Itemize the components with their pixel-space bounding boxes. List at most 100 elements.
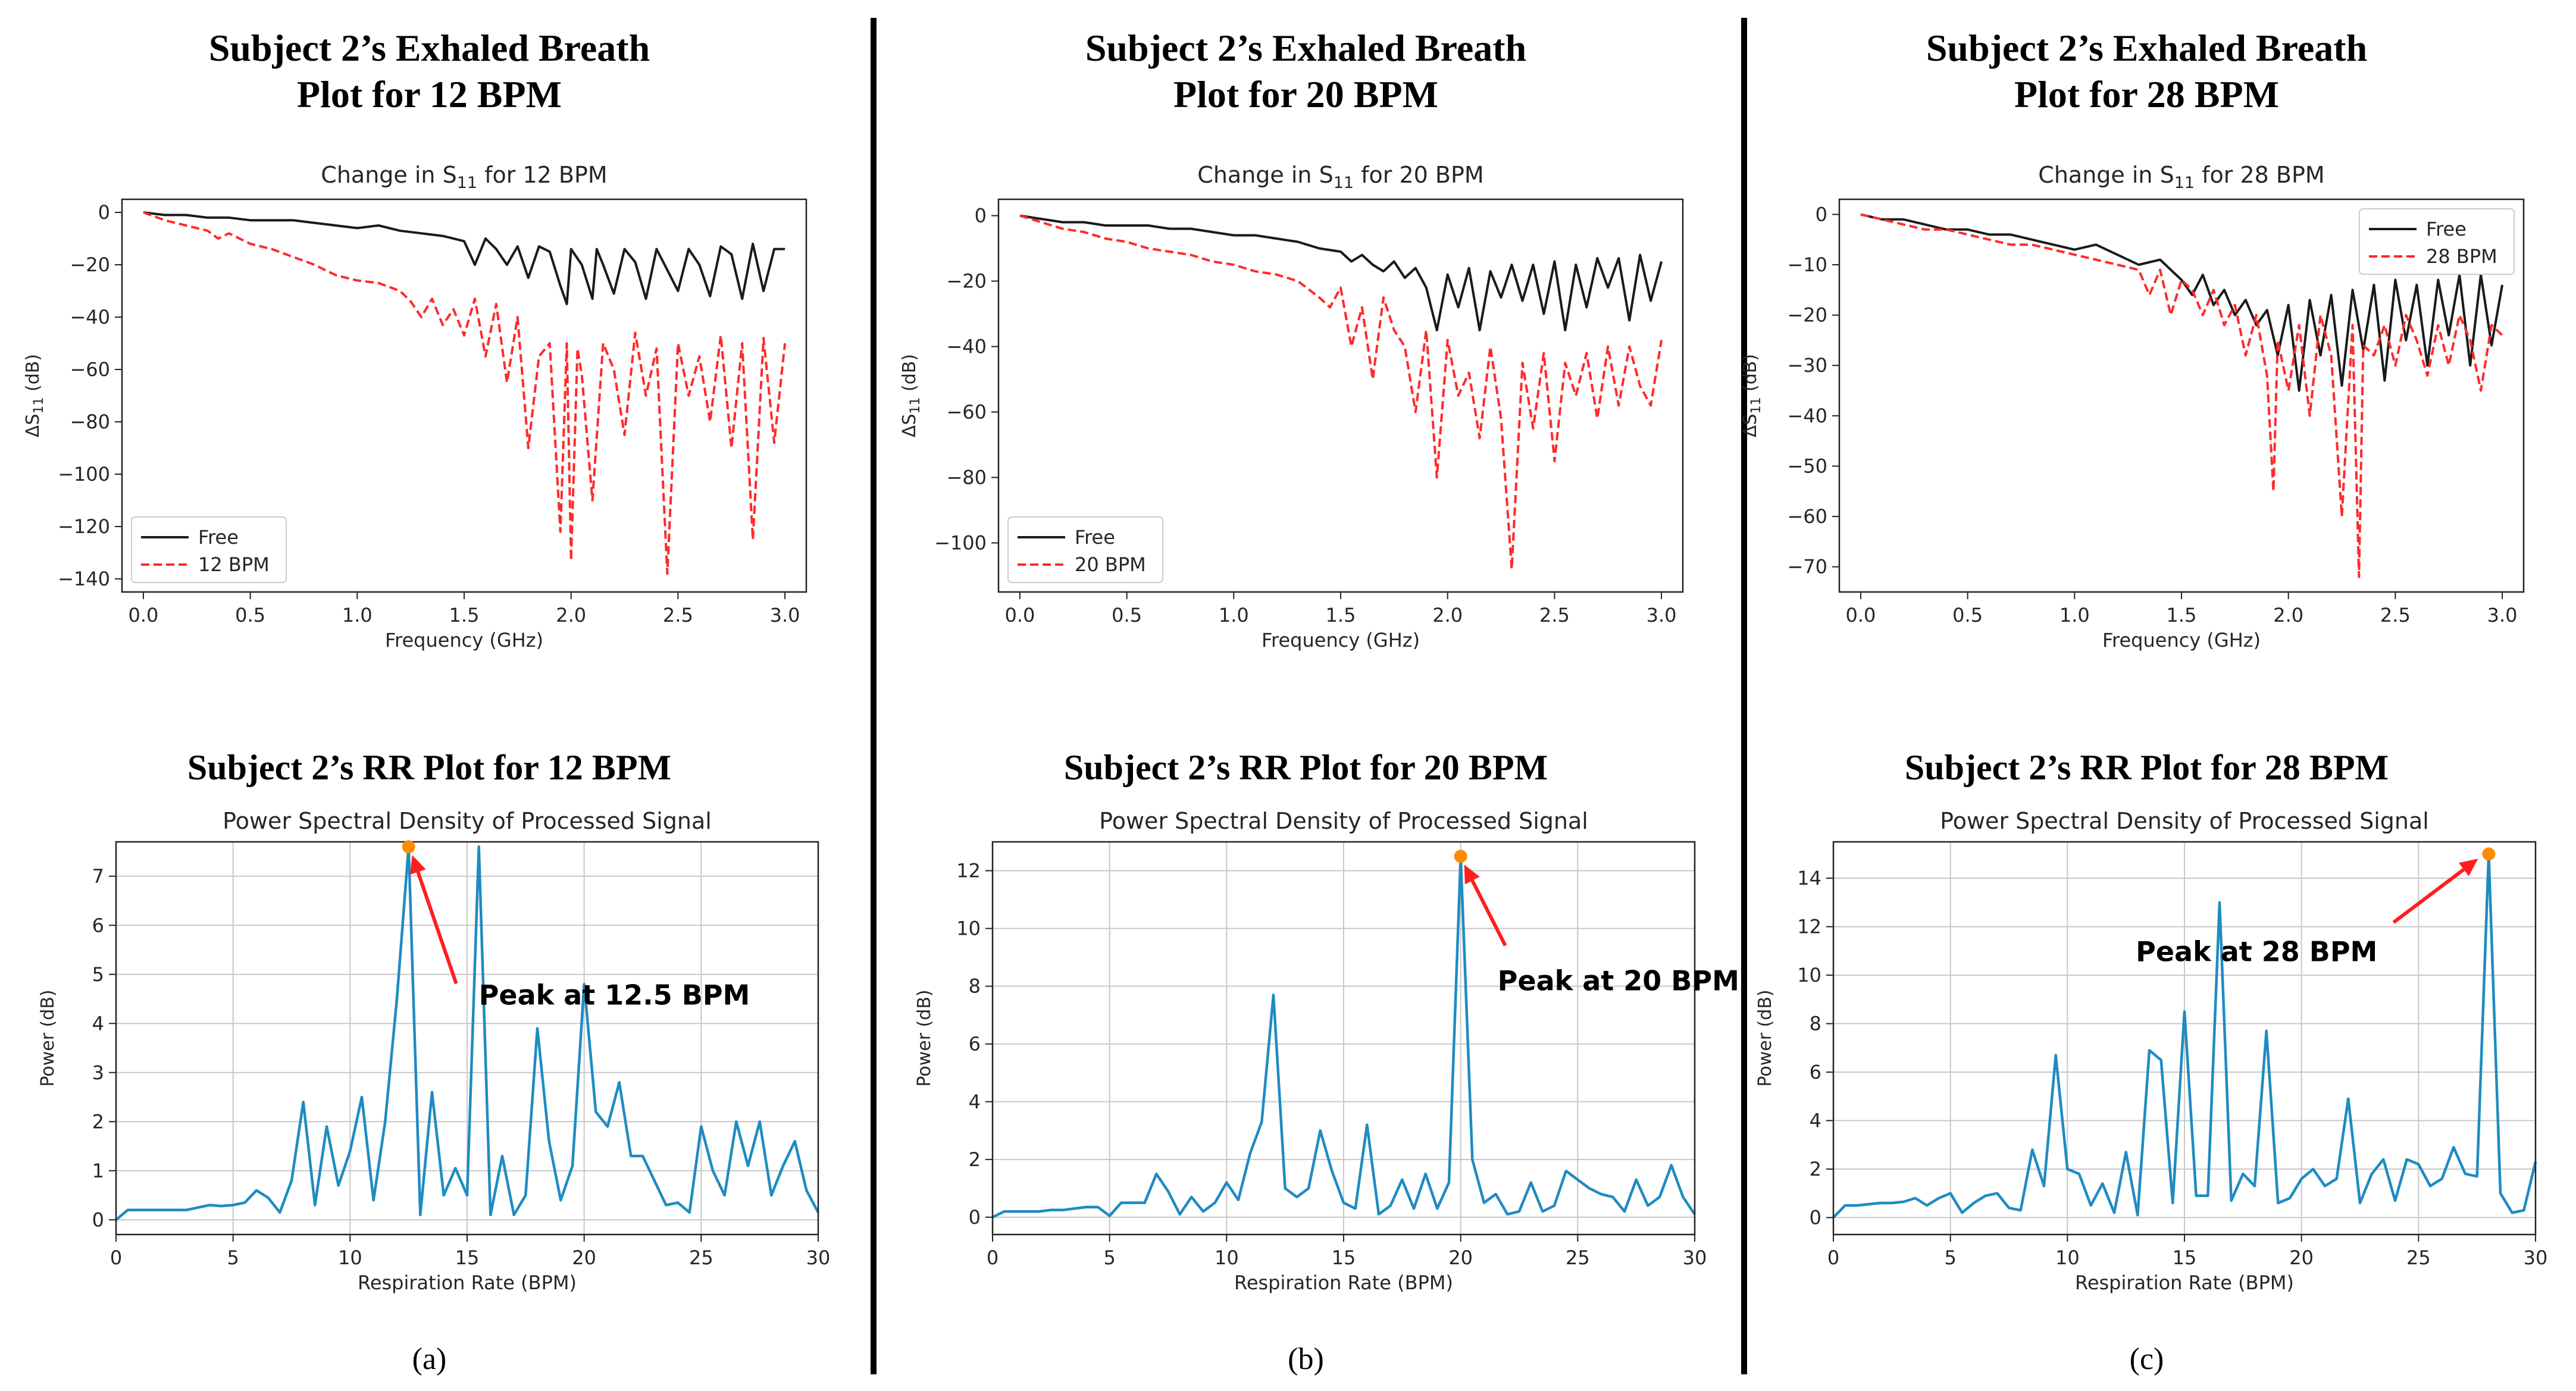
- psd_12-title: Power Spectral Density of Processed Sign…: [223, 808, 712, 834]
- psd_28-peak-label: Peak at 28 BPM: [2136, 935, 2377, 967]
- s11_12-xtick-label: 2.0: [556, 604, 586, 626]
- psd_20-xtick-label: 25: [1566, 1246, 1590, 1269]
- psd_12-ytick-label: 6: [92, 914, 104, 936]
- s11_20-ylabel-sub: 11: [908, 397, 923, 414]
- psd_28-xtick-label: 15: [2173, 1246, 2197, 1269]
- psd_20-xtick-label: 20: [1448, 1246, 1473, 1269]
- psd_20-ytick-label: 4: [969, 1091, 981, 1113]
- psd-plot-20bpm: 0 5 10 15 20 25 30 0 2 4 6 8 10 12 Power Spectral Dens…: [914, 808, 1739, 1294]
- s11_20-xtick-label: 1.5: [1326, 604, 1356, 626]
- s11_20-legend-label: Free: [1075, 526, 1115, 549]
- s11_20-ylabel-prefix: ΔS: [899, 414, 920, 438]
- s11_20-ytick-label: −100: [934, 532, 987, 554]
- psd_12-xtick-label: 5: [227, 1246, 239, 1269]
- s11_20-xlabel: Frequency (GHz): [1262, 629, 1420, 651]
- psd_12-peak-label: Peak at 12.5 BPM: [479, 979, 750, 1011]
- s11_12-title-prefix: Change in S: [321, 162, 456, 188]
- s11_12-ytick-label: −60: [70, 358, 110, 381]
- s11_28-ytick-label: −20: [1787, 304, 1827, 327]
- s11_12-ytick-label: −100: [58, 463, 110, 485]
- s11_12-ytick-label: −80: [70, 411, 110, 433]
- psd_12-ytick-label: 5: [92, 963, 104, 986]
- psd_20-series-psd: [992, 855, 1696, 1218]
- s11_20-title-suffix: for 20 BPM: [1354, 162, 1484, 188]
- psd_28-ytick-label: 8: [1810, 1013, 1821, 1035]
- s11_28-ytick-label: −10: [1787, 253, 1827, 276]
- s11_20-series-free: [1019, 214, 1663, 331]
- exhaled-title-line2-b: Plot for 20 BPM: [1173, 73, 1438, 115]
- s11_12-ylabel-prefix: ΔS: [23, 414, 43, 438]
- psd_12-series-psd: [115, 845, 819, 1221]
- psd_12-ytick-label: 3: [92, 1061, 104, 1084]
- psd_28-peak-arrow-head: [2458, 859, 2478, 876]
- psd_20-peak-label: Peak at 20 BPM: [1498, 964, 1739, 997]
- psd_28-xtick-label: 25: [2406, 1246, 2431, 1269]
- s11_28-series-28-bpm: [1860, 213, 2503, 578]
- s11_12-ytick-label: −40: [70, 306, 110, 328]
- s11_28-ytick-label: −60: [1787, 505, 1827, 528]
- psd_20-xlabel: Respiration Rate (BPM): [1234, 1271, 1453, 1294]
- psd_28-ytick-label: 0: [1810, 1206, 1821, 1229]
- s11_28-title: Change in S11 for 28 BPM: [2038, 162, 2324, 192]
- s11-plot-20bpm: 0.0 0.5 1.0 1.5 2.0 2.5 3.0 0 −20 −40 −60 −80 −100 Ch…: [899, 162, 1684, 651]
- s11_12-xtick-label: 0.0: [128, 604, 158, 626]
- s11_12-ytick-label: −120: [58, 515, 110, 538]
- caption-b: (b): [1288, 1342, 1324, 1376]
- panel-c: Subject 2’s Exhaled Breath Plot for 28 B…: [1717, 0, 2576, 1391]
- psd_28-xtick-label: 30: [2524, 1246, 2548, 1269]
- rr-title-c: Subject 2’s RR Plot for 28 BPM: [1904, 748, 2389, 787]
- s11_12-legend-label: Free: [198, 526, 239, 549]
- s11_12-series-free: [143, 211, 785, 305]
- s11_28-ylabel-prefix: ΔS: [1740, 414, 1761, 438]
- s11_20-series-20-bpm: [1019, 214, 1663, 571]
- rr-title-b: Subject 2’s RR Plot for 20 BPM: [1063, 748, 1548, 787]
- panel-a: Subject 2’s Exhaled Breath Plot for 12 B…: [0, 0, 859, 1391]
- s11_20-ylabel: ΔS11 (dB): [899, 354, 923, 437]
- s11-plot-12bpm: 0.0 0.5 1.0 1.5 2.0 2.5 3.0 0 −20 −40 −60 −80 −100 −1…: [23, 162, 807, 651]
- exhaled-title-line2-a: Plot for 12 BPM: [297, 73, 562, 115]
- psd_12-ytick-label: 0: [92, 1208, 104, 1231]
- s11_12-xtick-label: 3.0: [770, 604, 800, 626]
- s11_20-xtick-label: 2.0: [1432, 604, 1463, 626]
- s11_12-ylabel-sub: 11: [32, 397, 46, 414]
- s11_28-xtick-label: 1.5: [2167, 604, 2197, 626]
- psd_20-ytick-label: 0: [969, 1206, 981, 1229]
- s11_12-title-sub: 11: [457, 174, 477, 192]
- psd_20-peak-arrow-shaft: [1470, 879, 1507, 947]
- s11_28-series-free: [1860, 213, 2504, 392]
- psd_28-ytick-label: 2: [1810, 1158, 1821, 1180]
- s11_12-xtick-label: 2.5: [663, 604, 693, 626]
- s11_12-xtick-label: 1.5: [449, 604, 480, 626]
- s11_12-xlabel: Frequency (GHz): [385, 629, 543, 651]
- s11_28-ytick-label: −30: [1787, 354, 1827, 377]
- psd_28-ylabel: Power (dB): [1755, 989, 1776, 1086]
- s11_28-xtick-label: 0.0: [1845, 604, 1876, 626]
- s11_20-xtick-label: 2.5: [1539, 604, 1570, 626]
- s11_20-title-sub: 11: [1334, 174, 1354, 192]
- s11_20-xtick-label: 1.0: [1219, 604, 1249, 626]
- s11_28-xtick-label: 0.5: [1952, 604, 1983, 626]
- s11_28-ytick-label: −70: [1787, 556, 1827, 578]
- s11_28-xtick-label: 3.0: [2487, 604, 2518, 626]
- caption-c: (c): [2129, 1342, 2164, 1376]
- psd_20-xtick-label: 0: [987, 1246, 999, 1269]
- s11_20-title: Change in S11 for 20 BPM: [1197, 162, 1483, 192]
- psd-plot-28bpm: 0 5 10 15 20 25 30 0 2 4 6 8 10 12 14 Power Spectral De…: [1755, 808, 2548, 1294]
- psd_12-ytick-label: 1: [92, 1160, 104, 1182]
- s11_12-xtick-label: 0.5: [235, 604, 265, 626]
- psd_12-xlabel: Respiration Rate (BPM): [358, 1271, 577, 1294]
- s11_12-title-suffix: for 12 BPM: [477, 162, 608, 188]
- psd_28-xtick-label: 5: [1944, 1246, 1956, 1269]
- s11_12-ytick-label: −140: [58, 568, 110, 590]
- s11_12-xtick-label: 1.0: [342, 604, 373, 626]
- s11_20-ytick-label: 0: [975, 205, 987, 227]
- psd_28-xtick-label: 20: [2289, 1246, 2314, 1269]
- psd_28-xtick-label: 0: [1827, 1246, 1839, 1269]
- psd_28-ytick-label: 4: [1810, 1110, 1821, 1132]
- s11_28-xlabel: Frequency (GHz): [2102, 629, 2261, 651]
- psd_20-xtick-label: 15: [1332, 1246, 1356, 1269]
- s11_20-ytick-label: −60: [946, 401, 987, 424]
- s11_12-ylabel: ΔS11 (dB): [23, 354, 46, 437]
- s11_28-ylabel-sub: 11: [1749, 397, 1764, 414]
- s11_12-ytick-label: −20: [70, 253, 110, 276]
